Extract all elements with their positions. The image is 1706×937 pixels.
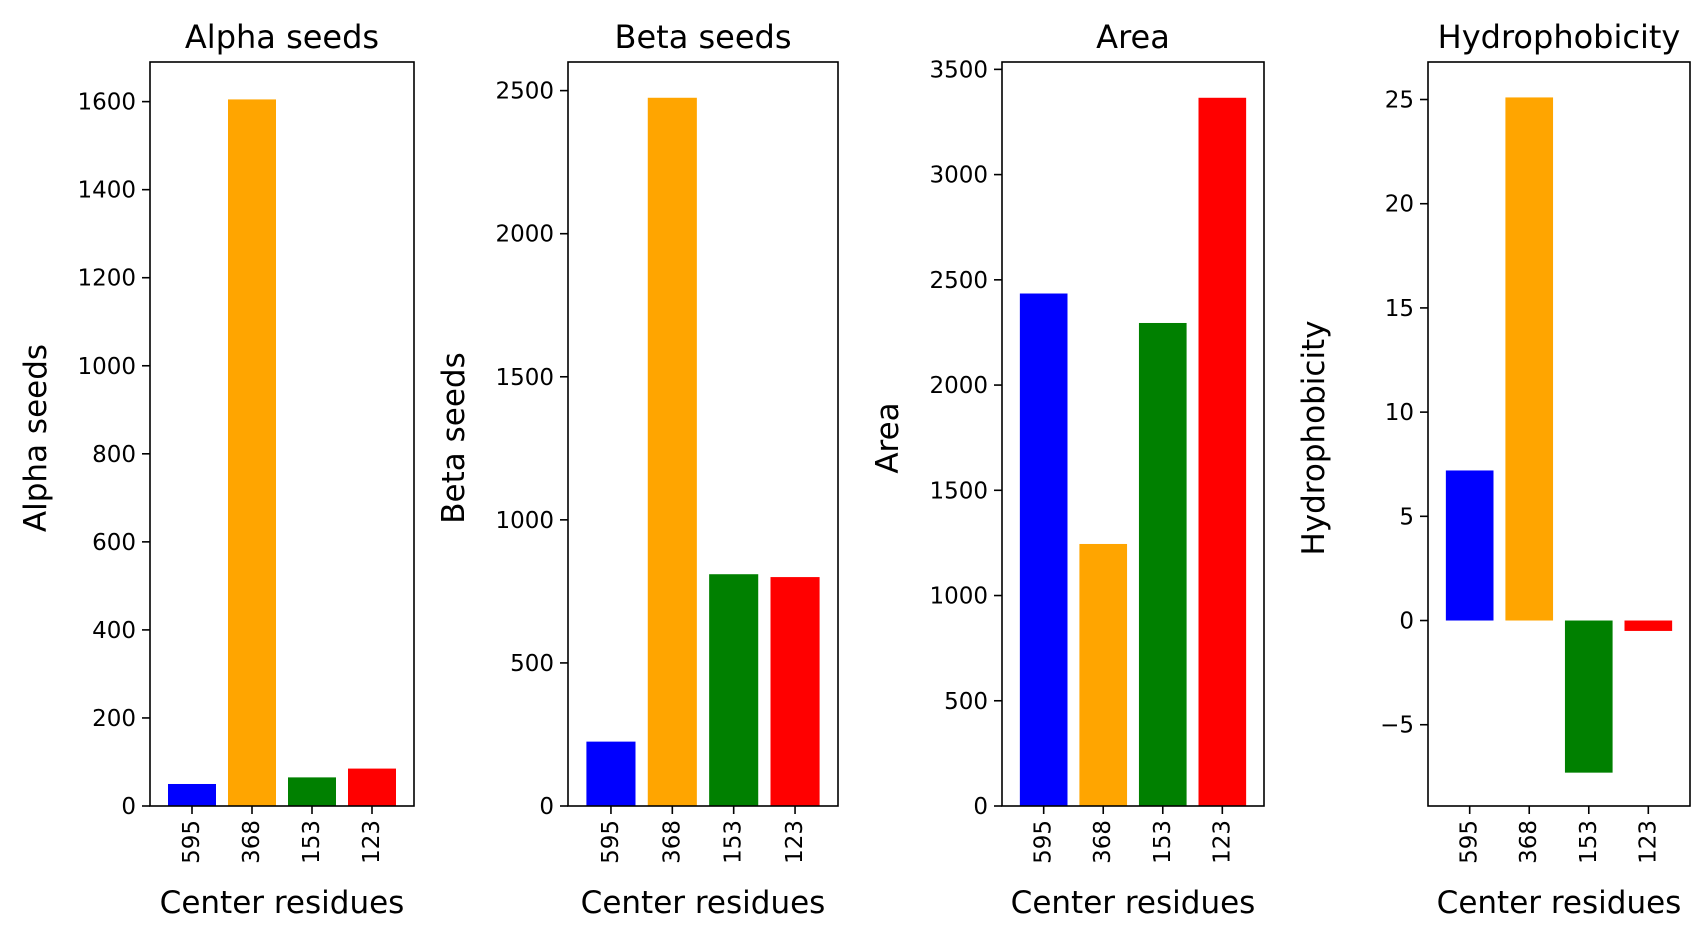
y-tick-label: 1200: [77, 266, 136, 292]
y-tick-label: 500: [944, 689, 988, 715]
y-tick-label: 1000: [495, 508, 554, 534]
y-axis-label: Beta seeds: [436, 352, 472, 523]
y-tick-label: 1500: [929, 478, 988, 504]
y-tick-label: 1600: [77, 90, 136, 116]
chart-panel-1: 0 200 400 600 800 1000 1200 1400 1600 595 368 153 12…: [18, 18, 415, 921]
chart-panel-3: 0 500 1000 1500 2000 2500 3000 3500 595 368 153 123…: [870, 18, 1265, 921]
x-axis-label: Center residues: [160, 885, 405, 921]
x-tick-label-368: 368: [1516, 820, 1542, 864]
y-tick-label: 0: [539, 794, 554, 820]
chart-title: Alpha seeds: [185, 18, 379, 56]
chart-title: Area: [1096, 18, 1170, 56]
x-tick-label-153: 153: [721, 820, 747, 864]
y-tick-label: 2000: [929, 373, 988, 399]
bar-153: [709, 574, 759, 806]
y-axis-label: Alpha seeds: [18, 344, 54, 532]
chart-title: Beta seeds: [615, 18, 792, 56]
x-tick-label-153: 153: [1576, 820, 1602, 864]
y-tick-label: 600: [92, 530, 136, 556]
bar-153: [1564, 620, 1613, 773]
y-tick-label: 1000: [77, 354, 136, 380]
bar-123: [1198, 97, 1247, 806]
bar-368: [1505, 97, 1554, 621]
y-tick-label: 1400: [77, 178, 136, 204]
bar-595: [168, 783, 216, 806]
bar-123: [348, 768, 396, 806]
y-tick-label: 25: [1385, 88, 1414, 114]
bar-153: [1138, 322, 1187, 806]
axes-frame: [149, 61, 415, 807]
x-axis-label: Center residues: [1011, 885, 1256, 921]
y-tick-label: 2500: [929, 268, 988, 294]
y-tick-label: 15: [1385, 296, 1414, 322]
x-tick-label-153: 153: [299, 820, 325, 864]
bar-595: [586, 741, 636, 806]
chart-panel-4: −5 0 5 10 15 20 25 595 368 153 123 Hydrophobicity Ce…: [1296, 18, 1691, 921]
y-axis-label: Area: [870, 402, 906, 473]
bar-153: [288, 777, 336, 806]
axes-frame: [567, 61, 839, 807]
bar-595: [1019, 293, 1068, 806]
y-tick-label: 1000: [929, 584, 988, 610]
y-tick-label: 0: [1399, 609, 1414, 635]
y-tick-label: 5: [1399, 504, 1414, 530]
x-tick-label-595: 595: [1031, 820, 1057, 864]
y-tick-label: 10: [1385, 400, 1414, 426]
x-tick-label-123: 123: [1635, 820, 1661, 864]
y-axis-label: Hydrophobicity: [1296, 320, 1332, 555]
bar-368: [228, 99, 276, 807]
bar-368: [647, 97, 697, 806]
bar-123: [1624, 620, 1673, 631]
y-tick-label: 2500: [495, 79, 554, 105]
y-tick-label: 500: [510, 651, 554, 677]
y-tick-label: 400: [92, 618, 136, 644]
x-tick-label-368: 368: [659, 820, 685, 864]
chart-title: Hydrophobicity: [1438, 18, 1681, 56]
x-tick-label-368: 368: [239, 820, 265, 864]
x-axis-label: Center residues: [1437, 885, 1682, 921]
x-tick-label-123: 123: [782, 820, 808, 864]
axes-frame: [1427, 61, 1691, 807]
x-tick-label-123: 123: [359, 820, 385, 864]
x-tick-label-595: 595: [1457, 820, 1483, 864]
y-tick-label: 20: [1385, 192, 1414, 218]
x-tick-label-595: 595: [179, 820, 205, 864]
y-tick-label: 0: [121, 794, 136, 820]
x-tick-label-368: 368: [1090, 820, 1116, 864]
bar-595: [1445, 470, 1494, 621]
y-tick-label: 2000: [495, 222, 554, 248]
y-tick-label: 1500: [495, 365, 554, 391]
bar-123: [770, 577, 820, 806]
y-tick-label: 3500: [929, 57, 988, 83]
y-tick-label: 3000: [929, 163, 988, 189]
x-axis-label: Center residues: [581, 885, 826, 921]
x-tick-label-123: 123: [1209, 820, 1235, 864]
y-tick-label: 800: [92, 442, 136, 468]
chart-panel-2: 0 500 1000 1500 2000 2500 595 368 153 123 Beta see…: [436, 18, 839, 921]
y-tick-label: 0: [973, 794, 988, 820]
axes-frame: [1001, 61, 1265, 807]
y-tick-label: 200: [92, 706, 136, 732]
bar-368: [1079, 543, 1128, 806]
y-tick-label: −5: [1380, 713, 1414, 739]
x-tick-label-595: 595: [598, 820, 624, 864]
x-tick-label-153: 153: [1150, 820, 1176, 864]
